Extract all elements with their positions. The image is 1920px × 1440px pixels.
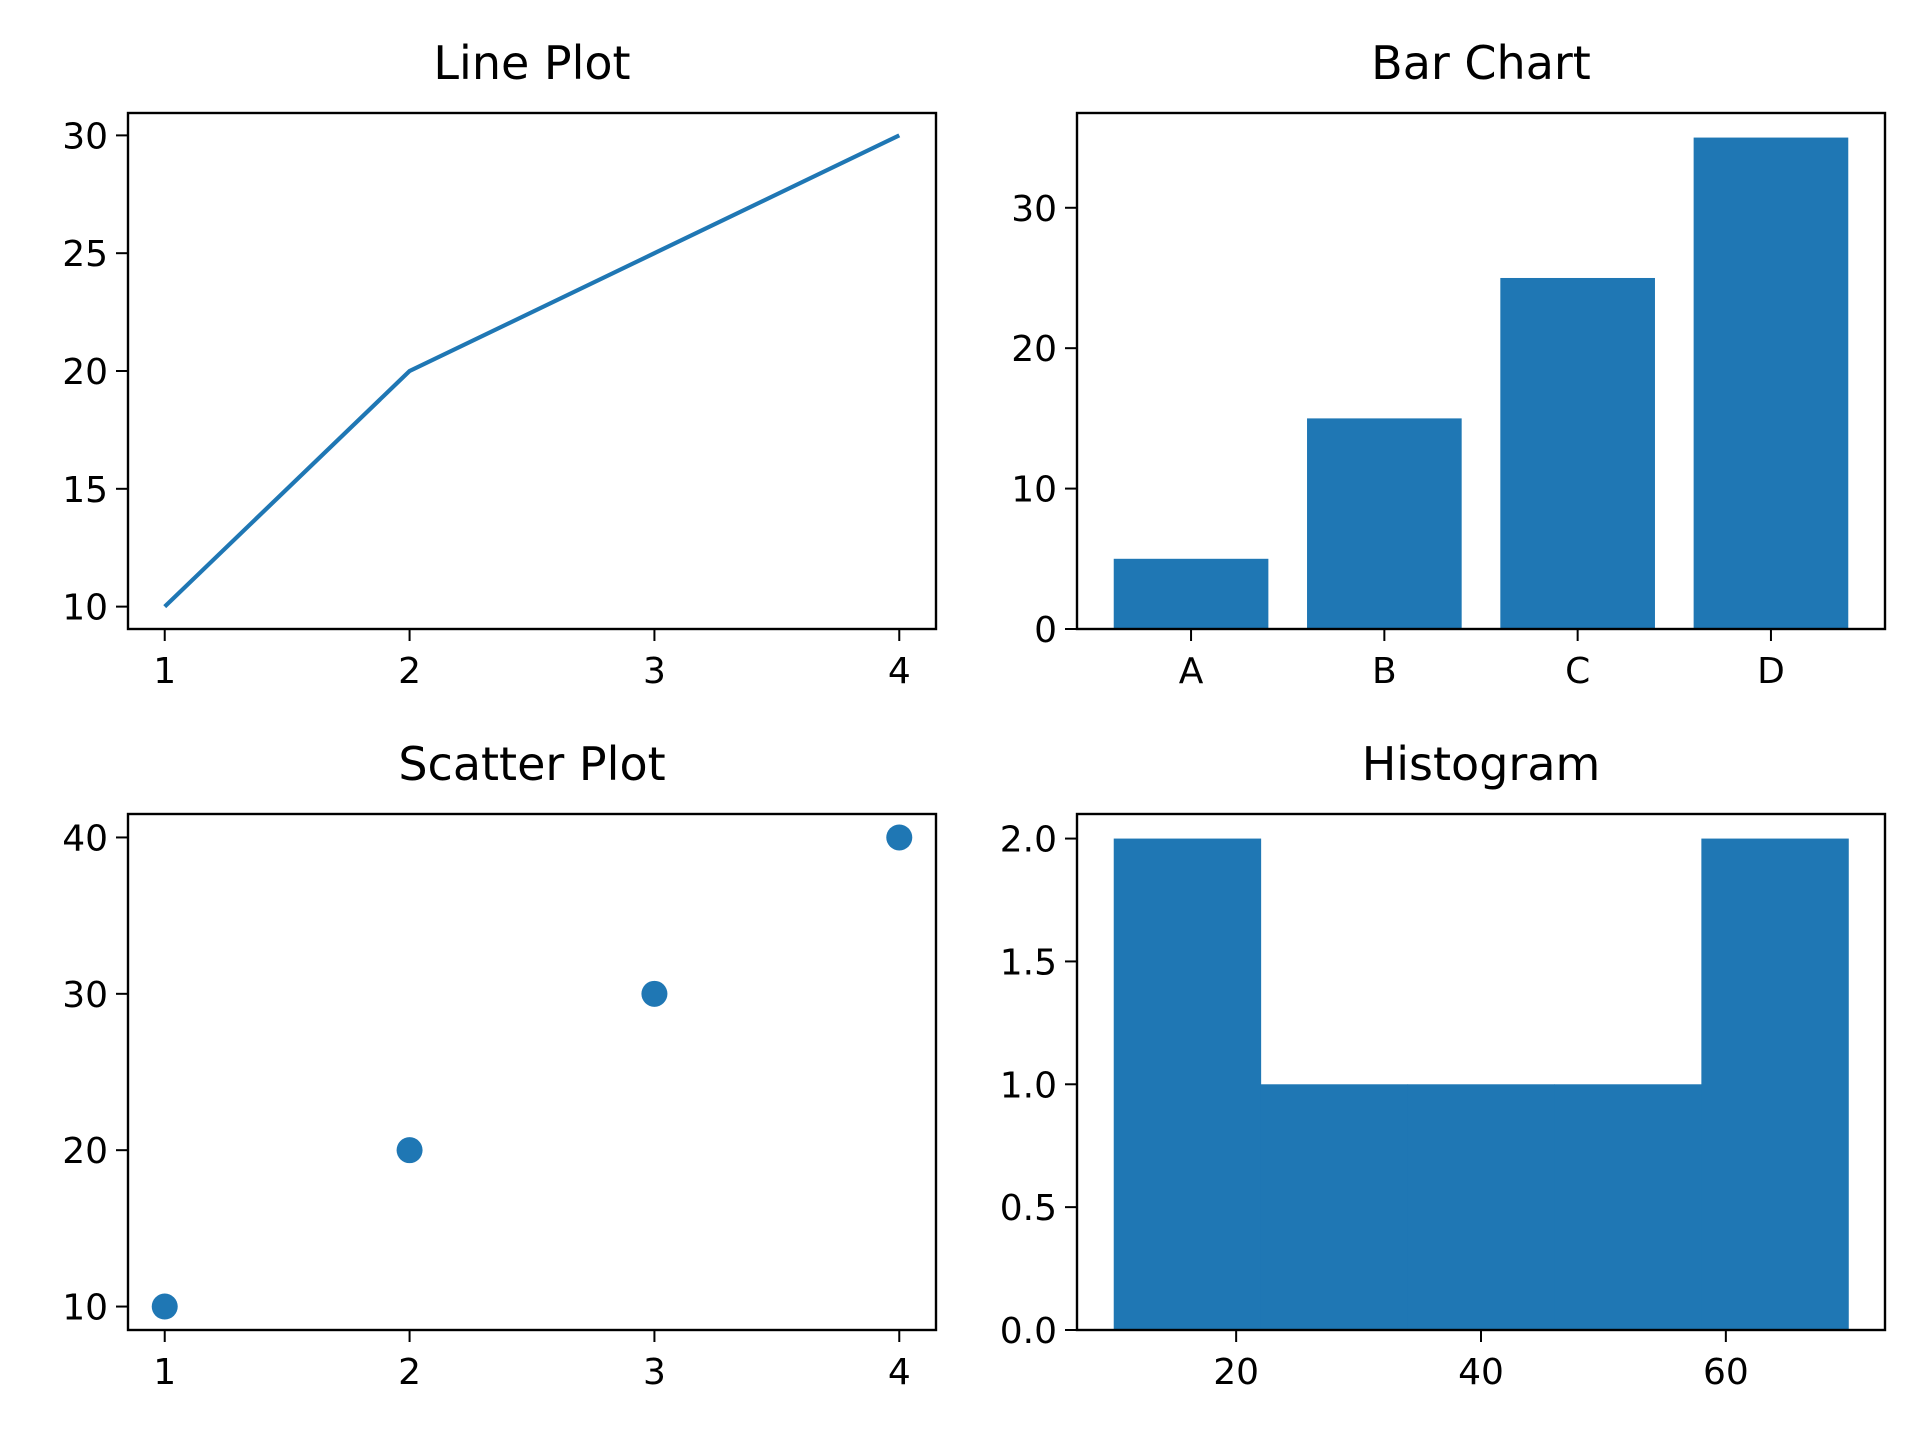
y-tick-label: 1.5	[1000, 942, 1057, 983]
y-tick-label: 20	[1011, 329, 1057, 370]
y-tick-label: 30	[62, 975, 108, 1016]
histogram-bin	[1113, 838, 1262, 1330]
y-tick-label: 30	[62, 116, 108, 157]
x-tick-label: 4	[888, 1352, 911, 1393]
x-tick-label: 40	[1458, 1352, 1504, 1393]
line-plot-panel: Line Plot 10 15 20 25 30 1 2 3 4	[62, 36, 938, 692]
scatter-point	[886, 824, 913, 851]
histogram-panel: Histogram 0.0 0.5 1.0 1.5 2.0 20 40 60	[1000, 737, 1887, 1393]
scatter-point	[151, 1293, 178, 1320]
x-tick-label: 2	[398, 651, 421, 692]
y-tick-label: 30	[1011, 189, 1057, 230]
bar-c	[1500, 277, 1655, 629]
line-series	[163, 133, 901, 609]
bar-chart-title: Bar Chart	[1371, 36, 1591, 90]
x-tick-label: 2	[398, 1352, 421, 1393]
axes-frame	[126, 111, 938, 631]
histogram-title: Histogram	[1362, 737, 1601, 791]
scatter-point	[641, 980, 668, 1007]
y-tick-label: 2.0	[1000, 820, 1057, 861]
scatter-plot-panel: Scatter Plot 10 20 30 40 1 2 3 4	[62, 737, 938, 1393]
y-tick-label: 10	[62, 1288, 108, 1329]
x-tick-label: 60	[1703, 1352, 1749, 1393]
x-tick-label: 20	[1213, 1352, 1259, 1393]
y-tick-label: 15	[62, 470, 108, 511]
x-tick-label: 1	[153, 651, 176, 692]
y-tick-label: 0.5	[1000, 1188, 1057, 1229]
axes-frame	[1075, 111, 1887, 631]
y-tick-label: 10	[1011, 470, 1057, 511]
x-tick-label: D	[1757, 651, 1785, 692]
y-tick-label: 0	[1034, 610, 1057, 651]
x-tick-label: 4	[888, 651, 911, 692]
x-tick-label: 1	[153, 1352, 176, 1393]
x-tick-label: 3	[643, 1352, 666, 1393]
histogram-bin	[1554, 1084, 1702, 1330]
histogram-bin	[1701, 838, 1849, 1330]
y-tick-label: 0.0	[1000, 1311, 1057, 1352]
x-tick-label: A	[1179, 651, 1204, 692]
bar-chart-panel: Bar Chart 0 10 20 30 A B C D	[1011, 36, 1887, 692]
y-tick-label: 20	[62, 352, 108, 393]
x-tick-label: C	[1565, 651, 1590, 692]
bar-d	[1693, 137, 1849, 630]
y-tick-label: 20	[62, 1131, 108, 1172]
x-tick-label: B	[1372, 651, 1397, 692]
y-tick-label: 40	[62, 818, 108, 859]
scatter-plot-title: Scatter Plot	[398, 737, 665, 791]
bar-a	[1113, 558, 1269, 629]
y-tick-label: 25	[62, 234, 108, 275]
histogram-bin	[1260, 1084, 1409, 1330]
y-tick-label: 10	[62, 588, 108, 629]
bar-b	[1307, 418, 1462, 629]
y-tick-label: 1.0	[1000, 1065, 1057, 1106]
x-tick-label: 3	[643, 651, 666, 692]
scatter-point	[396, 1137, 423, 1164]
histogram-bin	[1407, 1084, 1555, 1330]
line-plot-title: Line Plot	[433, 36, 630, 90]
axes-frame	[126, 812, 938, 1332]
